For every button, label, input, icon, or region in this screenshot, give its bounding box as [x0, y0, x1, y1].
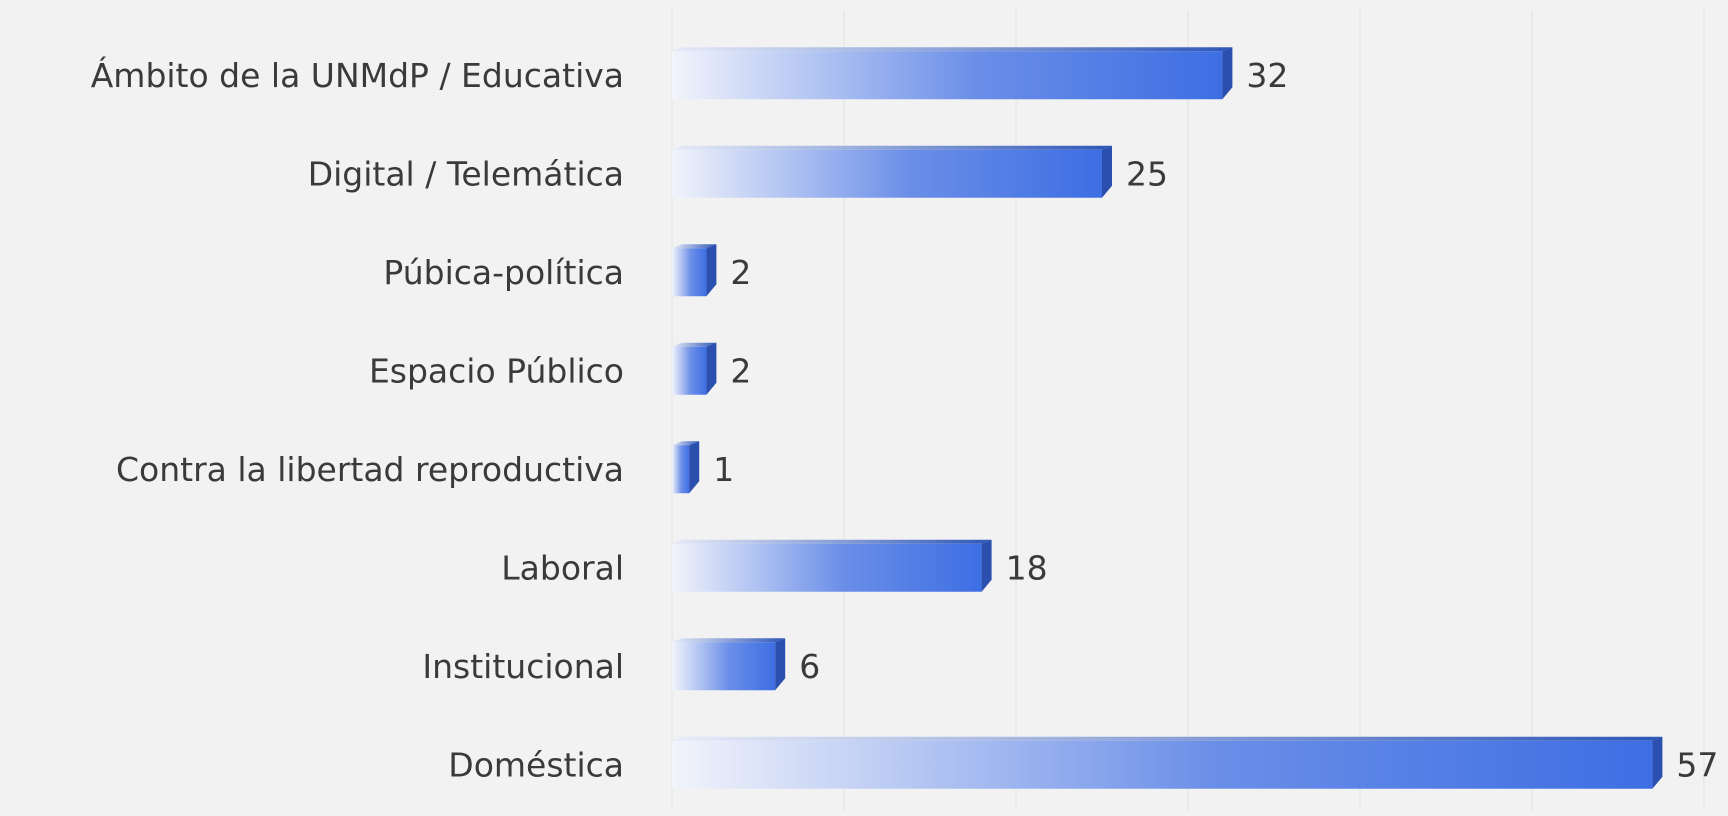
data-label: 2: [730, 253, 751, 292]
y-tick-label: Espacio Público: [369, 351, 624, 390]
data-label: 57: [1676, 745, 1718, 784]
y-tick-label: Laboral: [501, 548, 624, 587]
bar-top: [672, 145, 1112, 150]
bar-side: [775, 638, 786, 691]
bar-side: [981, 539, 992, 592]
bar: [672, 248, 707, 297]
y-tick-label: Ámbito de la UNMdP / Educativa: [91, 55, 624, 95]
bar-side: [1652, 736, 1663, 789]
bar: [672, 346, 707, 395]
bar-top: [672, 47, 1233, 52]
data-label: 18: [1006, 548, 1048, 587]
data-label: 1: [713, 450, 734, 489]
y-tick-label: Institucional: [422, 647, 624, 686]
data-label: 6: [799, 647, 820, 686]
bar: [672, 740, 1653, 789]
bar-top: [672, 244, 717, 249]
y-tick-label: Doméstica: [448, 745, 624, 784]
bar: [672, 543, 982, 592]
bar-side: [1102, 145, 1112, 198]
bar-top: [672, 638, 786, 643]
bar: [672, 642, 776, 691]
data-label: 32: [1246, 56, 1288, 95]
bar-side: [706, 244, 717, 297]
data-label: 2: [730, 351, 751, 390]
bar-top: [672, 736, 1663, 741]
y-tick-label: Digital / Telemática: [308, 154, 624, 193]
bar-top: [672, 342, 717, 347]
bar-top: [672, 441, 700, 446]
bar-side: [706, 342, 717, 395]
bar-side: [1222, 47, 1233, 100]
bar-side: [689, 441, 700, 494]
bar: [672, 445, 690, 494]
y-tick-label: Contra la libertad reproductiva: [116, 450, 624, 489]
y-tick-label: Púbica-política: [383, 253, 624, 292]
bar: [672, 149, 1102, 198]
bar: [672, 51, 1223, 100]
bar-top: [672, 539, 992, 544]
data-label: 25: [1126, 154, 1168, 193]
